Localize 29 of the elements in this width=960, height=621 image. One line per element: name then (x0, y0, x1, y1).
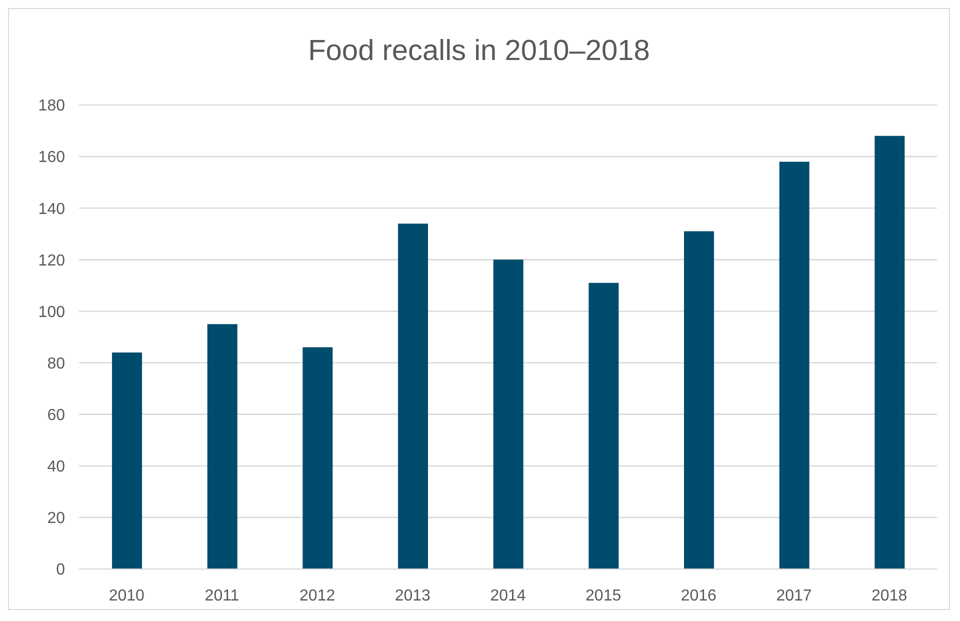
bar (207, 324, 238, 569)
bar (874, 136, 905, 569)
x-tick-label: 2012 (300, 587, 336, 604)
y-tick-label: 100 (38, 304, 66, 321)
x-tick-label: 2010 (108, 587, 145, 604)
x-tick-label: 2018 (872, 587, 908, 604)
y-tick-label: 180 (38, 98, 66, 115)
chart-title: Food recalls in 2010–2018 (307, 35, 651, 68)
bar (302, 347, 333, 569)
y-tick-label: 20 (47, 510, 66, 528)
x-tick-label: 2016 (680, 587, 717, 604)
y-tick-label: 160 (38, 149, 66, 166)
x-tick-label: 2013 (394, 587, 431, 604)
bar (398, 224, 428, 569)
bar (112, 352, 142, 569)
x-tick-label: 2014 (490, 587, 526, 604)
bar (684, 231, 714, 569)
x-tick-label: 2011 (204, 587, 240, 604)
y-tick-label: 60 (47, 407, 66, 424)
y-tick-label: 140 (38, 200, 66, 218)
bar (493, 260, 524, 569)
bar (779, 162, 810, 569)
x-tick-label: 2017 (776, 587, 812, 604)
y-tick-label: 0 (56, 562, 66, 579)
bar (588, 282, 619, 569)
x-tick-label: 2015 (586, 587, 622, 604)
y-tick-label: 120 (38, 252, 66, 270)
y-tick-label: 40 (47, 458, 66, 476)
y-tick-label: 80 (47, 355, 66, 372)
